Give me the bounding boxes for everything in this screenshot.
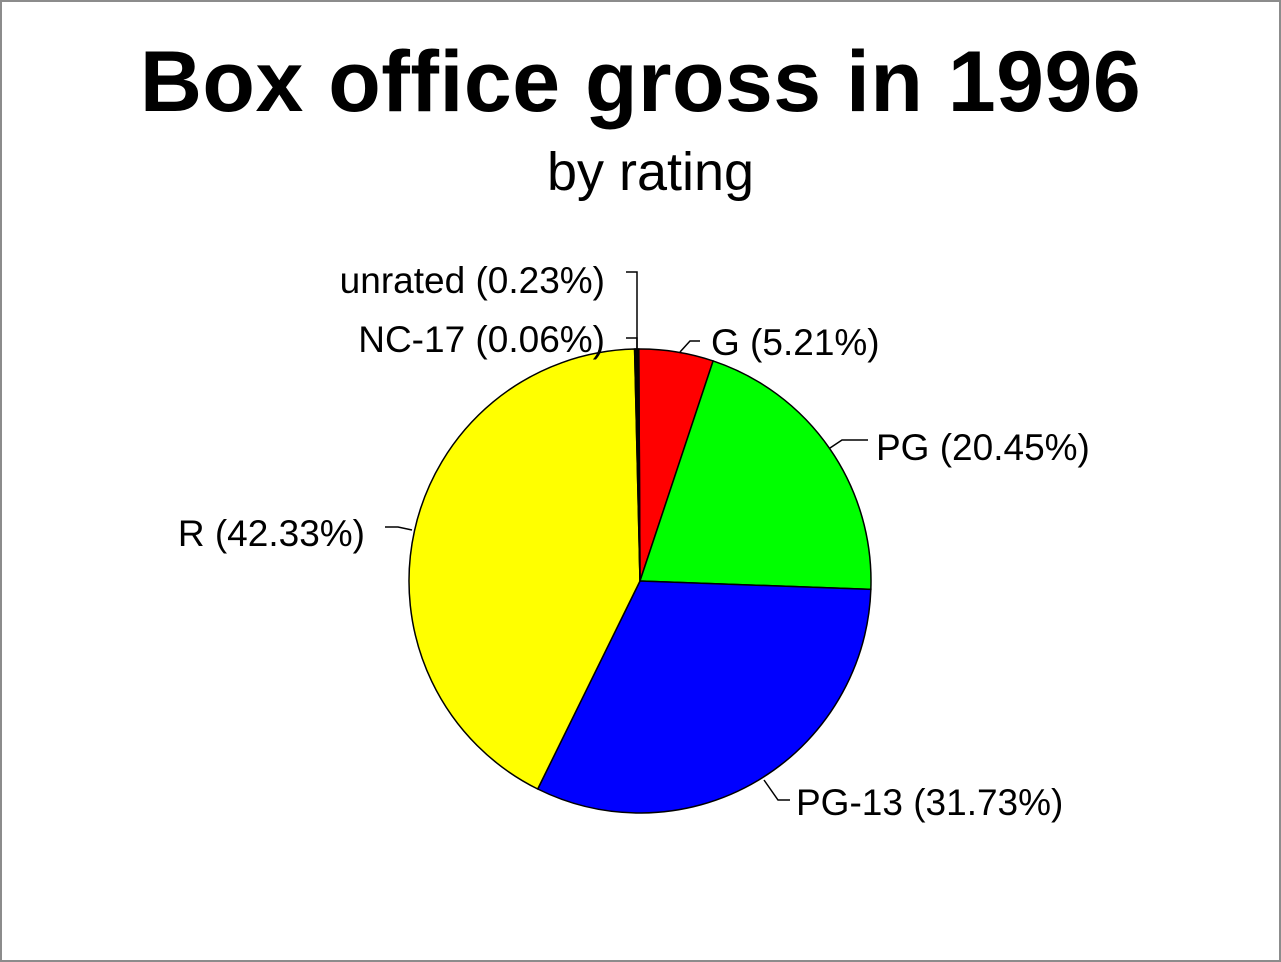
slice-label-r: R (42.33%): [178, 513, 365, 554]
leader-line-unrated: [626, 272, 637, 355]
leader-line-pg-13: [764, 780, 790, 800]
leader-line-pg: [830, 440, 868, 448]
slice-label-nc-17: NC-17 (0.06%): [358, 319, 605, 360]
slice-label-pg: PG (20.45%): [876, 427, 1090, 468]
slice-label-g: G (5.21%): [711, 322, 880, 363]
leader-line-r: [385, 527, 412, 530]
slice-label-pg-13: PG-13 (31.73%): [796, 782, 1063, 823]
slice-label-unrated: unrated (0.23%): [340, 260, 605, 301]
leader-line-g: [680, 341, 700, 352]
